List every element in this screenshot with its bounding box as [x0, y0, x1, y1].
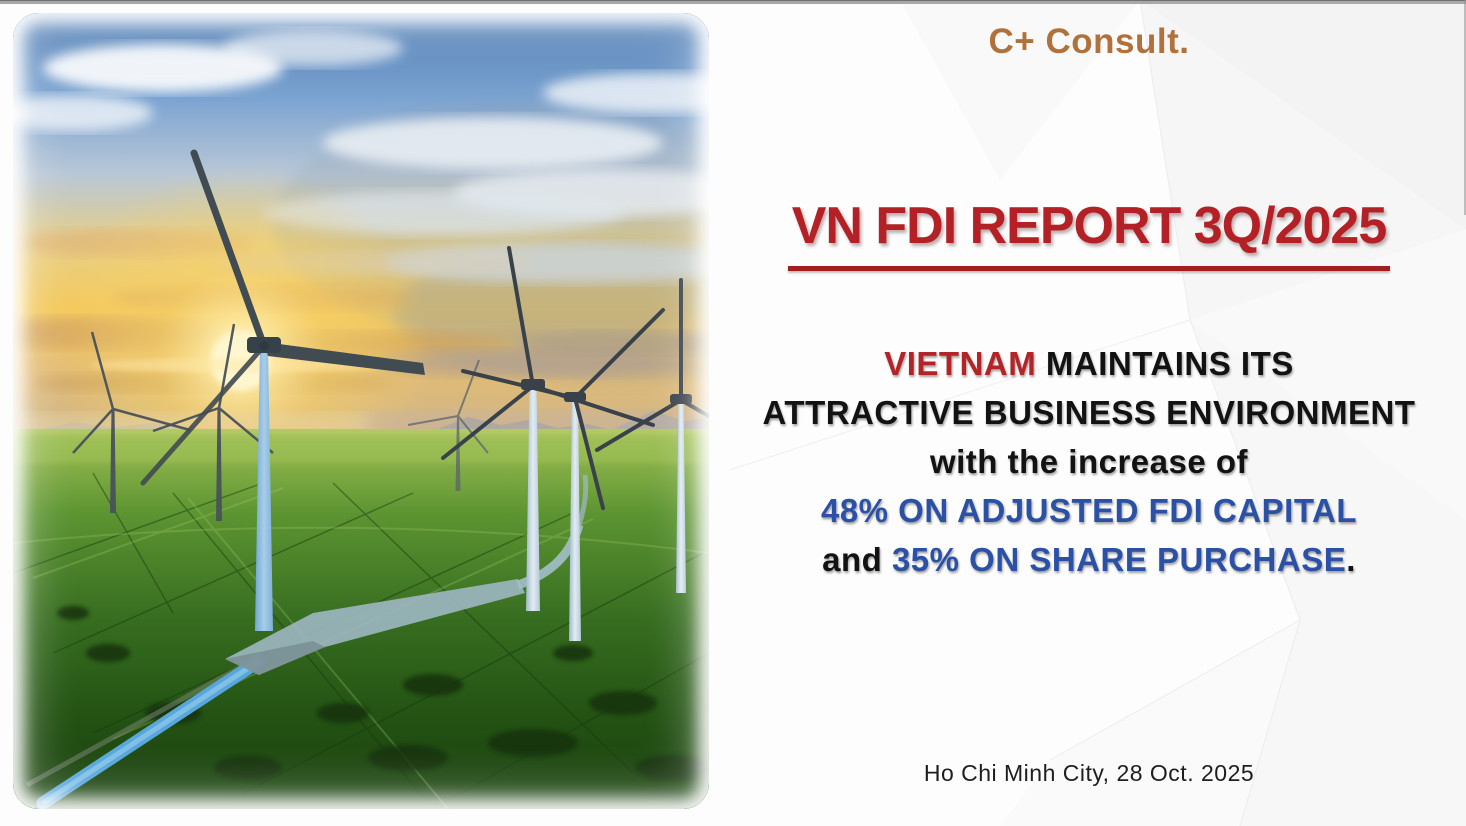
wind-turbines-photo [13, 13, 709, 809]
slide-text-panel: C+ Consult. VN FDI REPORT 3Q/2025 VIETNA… [712, 0, 1466, 826]
window-right-edge [1464, 0, 1466, 215]
headline-segment: 48% ON ADJUSTED FDI CAPITAL [820, 492, 1358, 529]
headline-segment: . [1346, 541, 1356, 578]
headline-line: VIETNAM MAINTAINS ITS [712, 339, 1466, 388]
photo-main-turbine [140, 149, 425, 631]
headline-line: ATTRACTIVE BUSINESS ENVIRONMENT [712, 388, 1466, 437]
report-title: VN FDI REPORT 3Q/2025 [791, 197, 1388, 255]
headline-segment: VIETNAM [884, 345, 1046, 382]
headline-segment: MAINTAINS ITS [1045, 345, 1294, 382]
headline-segment: with the increase of [929, 443, 1249, 480]
headline-segment: and [822, 541, 892, 578]
headline-line: 48% ON ADJUSTED FDI CAPITAL [712, 486, 1466, 535]
photo-road [25, 474, 589, 809]
headline-segment: ATTRACTIVE BUSINESS ENVIRONMENT [762, 394, 1416, 431]
company-logo: C+ Consult. [988, 22, 1190, 61]
date-location: Ho Chi Minh City, 28 Oct. 2025 [923, 760, 1255, 786]
headline-line: and 35% ON SHARE PURCHASE. [712, 535, 1466, 584]
headline-text: VIETNAM MAINTAINS ITS ATTRACTIVE BUSINESS… [712, 339, 1466, 584]
window-top-edge [0, 0, 1466, 4]
headline-segment: 35% ON SHARE PURCHASE [891, 541, 1347, 578]
headline-line: with the increase of [712, 437, 1466, 486]
photo-wind-turbines [72, 149, 709, 641]
title-underline [788, 266, 1390, 271]
